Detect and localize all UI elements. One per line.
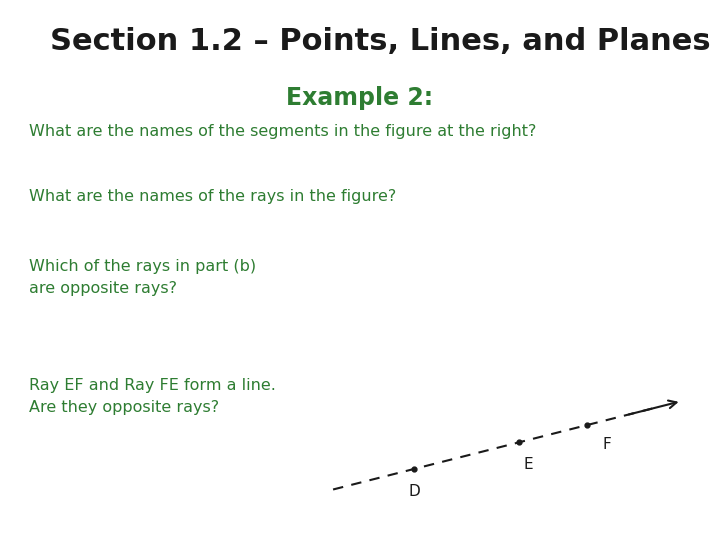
Text: F: F [602,437,611,453]
Text: D: D [408,484,420,499]
Text: Ray EF and Ray FE form a line.
Are they opposite rays?: Ray EF and Ray FE form a line. Are they … [29,378,276,415]
Text: Section 1.2 – Points, Lines, and Planes: Section 1.2 – Points, Lines, and Planes [50,27,711,56]
Text: What are the names of the rays in the figure?: What are the names of the rays in the fi… [29,189,396,204]
Text: Which of the rays in part (b)
are opposite rays?: Which of the rays in part (b) are opposi… [29,259,256,296]
Text: E: E [523,457,534,472]
Text: What are the names of the segments in the figure at the right?: What are the names of the segments in th… [29,124,536,139]
Text: Example 2:: Example 2: [287,86,433,110]
